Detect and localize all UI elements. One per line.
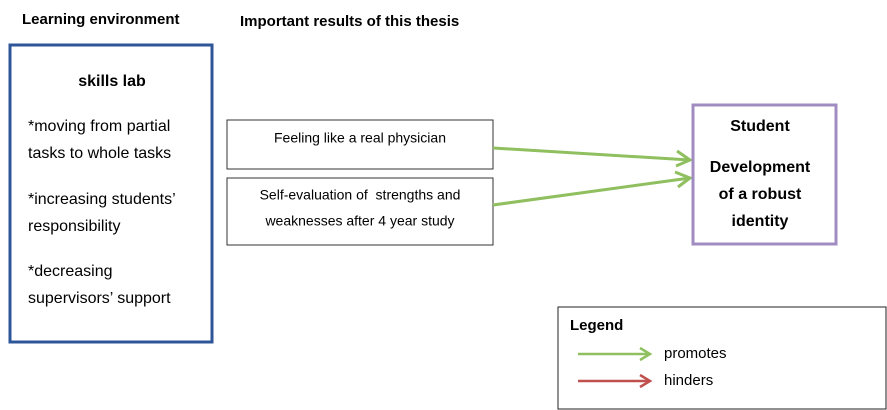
environment-item: *moving from partial bbox=[28, 118, 170, 135]
result-box bbox=[226, 119, 494, 170]
environment-title: skills lab bbox=[78, 73, 146, 90]
environment-item: *decreasing bbox=[28, 263, 113, 280]
legend-arrow bbox=[578, 346, 653, 362]
arrow-head bbox=[675, 149, 694, 168]
environment-item: supervisors’ support bbox=[28, 290, 171, 307]
student-line: identity bbox=[732, 213, 789, 230]
result-text: Feeling like a real physician bbox=[274, 130, 446, 146]
result-text: weaknesses after 4 year study bbox=[264, 213, 454, 229]
legend-arrow bbox=[578, 373, 653, 389]
environment-item: responsibility bbox=[28, 218, 120, 235]
arrows bbox=[492, 146, 694, 207]
environment-item: *increasing students’ bbox=[28, 191, 176, 208]
legend-title: Legend bbox=[570, 317, 623, 334]
result-text: Self-evaluation of strengths and bbox=[260, 187, 461, 203]
student-line: Development bbox=[710, 159, 811, 176]
environment-item: tasks to whole tasks bbox=[28, 145, 171, 162]
arrow bbox=[492, 176, 691, 207]
environment-box bbox=[8, 43, 214, 344]
arrow bbox=[492, 146, 691, 162]
result-box bbox=[226, 177, 494, 246]
student-box bbox=[691, 103, 838, 246]
legend-item: hinders bbox=[664, 372, 713, 389]
header: Learning environment bbox=[22, 11, 180, 28]
legend-box bbox=[557, 306, 887, 410]
arrow-head bbox=[674, 170, 694, 189]
student-line: of a robust bbox=[719, 186, 802, 203]
student-title: Student bbox=[730, 118, 790, 135]
legend-item: promotes bbox=[664, 345, 727, 362]
header: Important results of this thesis bbox=[240, 13, 459, 30]
